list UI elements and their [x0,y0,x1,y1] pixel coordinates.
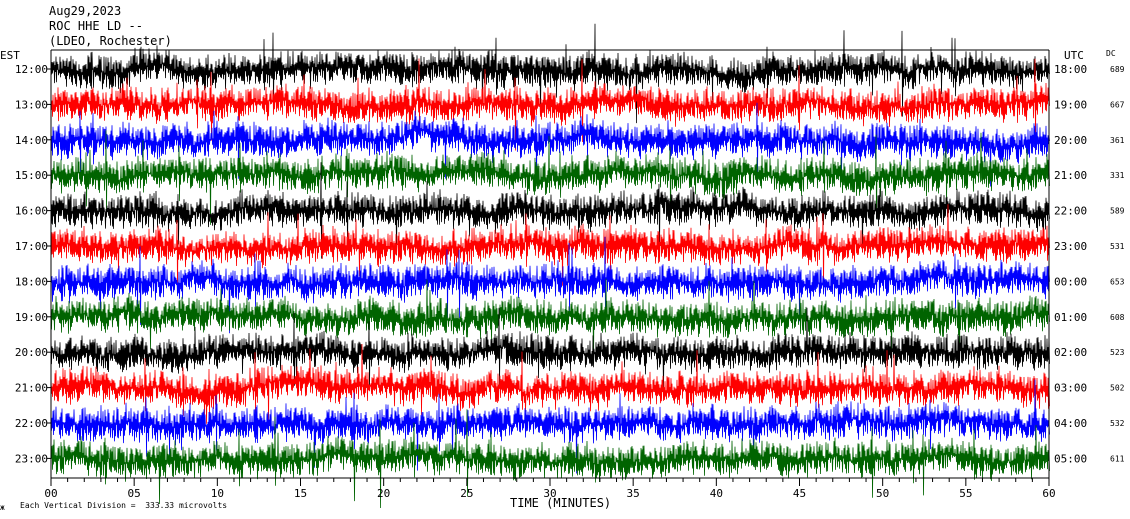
x-tick-label: 15 [294,487,307,500]
est-axis-title: EST [0,49,20,62]
x-tick-label: 00 [44,487,57,500]
dc-offset-label: 589 [1110,207,1125,216]
est-hour-label: 22:00 [15,417,48,430]
trace-2000 [50,307,1050,390]
utc-hour-label: 01:00 [1054,311,1087,324]
utc-hour-label: 23:00 [1054,240,1087,253]
dc-offset-label: 611 [1110,454,1125,463]
scale-note: Each Vertical Division = 333.33 microvol… [20,501,228,510]
est-hour-label: 20:00 [15,346,48,359]
dc-offset-label: 667 [1110,100,1125,109]
trace-1700 [50,204,1050,289]
network-label: (LDEO, Rochester) [49,34,172,48]
utc-hour-label: 20:00 [1054,134,1087,147]
dc-offset-label: 331 [1110,171,1125,180]
trace-1300 [50,58,1050,151]
station-code: ROC HHE LD -- [49,19,143,33]
x-tick-label: 45 [793,487,806,500]
row-labels-group: 12:00 18:00 689 13:00 19:00 667 14:00 20:00 361 1… [15,63,1125,465]
utc-hour-label: 22:00 [1054,205,1087,218]
dc-offset-label: 523 [1110,348,1125,357]
est-hour-label: 13:00 [15,98,48,111]
trace-1500 [50,130,1050,225]
x-tick-label: 05 [128,487,141,500]
x-tick-label: 25 [460,487,473,500]
x-ticks-group: 00 05 10 15 20 25 30 35 40 45 50 55 60 [44,478,1056,500]
est-hour-label: 21:00 [15,382,48,395]
est-hour-label: 15:00 [15,169,48,182]
dc-offset-label: 653 [1110,277,1125,286]
est-hour-label: 23:00 [15,452,48,465]
x-axis-label: TIME (MINUTES) [510,496,612,510]
dc-offset-label: 608 [1110,313,1125,322]
x-tick-label: 35 [627,487,640,500]
x-tick-label: 10 [211,487,224,500]
x-tick-label: 30 [543,487,556,500]
utc-hour-label: 03:00 [1054,382,1087,395]
trace-1600 [50,162,1050,259]
utc-hour-label: 04:00 [1054,417,1087,430]
dc-offset-label: 502 [1110,384,1125,393]
utc-hour-label: 21:00 [1054,169,1087,182]
est-hour-label: 14:00 [15,134,48,147]
trace-2300 [50,409,1050,509]
est-hour-label: 16:00 [15,205,48,218]
est-hour-label: 19:00 [15,311,48,324]
trace-2200 [50,379,1050,474]
dc-offset-label: 532 [1110,419,1125,428]
trace-1800 [50,236,1050,334]
utc-hour-label: 05:00 [1054,452,1087,465]
trace-1200 [50,23,1050,124]
utc-hour-label: 19:00 [1054,98,1087,111]
dc-offset-label: 689 [1110,65,1125,74]
est-hour-label: 12:00 [15,63,48,76]
utc-axis-title: UTC [1064,49,1084,62]
trace-1400 [50,102,1050,187]
x-tick-label: 60 [1042,487,1055,500]
trace-1900 [50,278,1050,364]
trace-2100 [50,343,1050,424]
utc-hour-label: 02:00 [1054,346,1087,359]
x-tick-label: 55 [959,487,972,500]
plot-date: Aug29,2023 [49,4,122,18]
est-hour-label: 17:00 [15,240,48,253]
utc-hour-label: 00:00 [1054,275,1087,288]
x-tick-label: 20 [377,487,390,500]
dc-offset-label: 531 [1110,242,1125,251]
dc-axis-title: DC [1106,49,1116,58]
x-tick-label: 50 [876,487,889,500]
x-tick-label: 40 [710,487,723,500]
corner-mark: ж [0,503,5,512]
dc-offset-label: 361 [1110,136,1125,145]
utc-hour-label: 18:00 [1054,63,1087,76]
traces-group [50,23,1050,509]
est-hour-label: 18:00 [15,275,48,288]
